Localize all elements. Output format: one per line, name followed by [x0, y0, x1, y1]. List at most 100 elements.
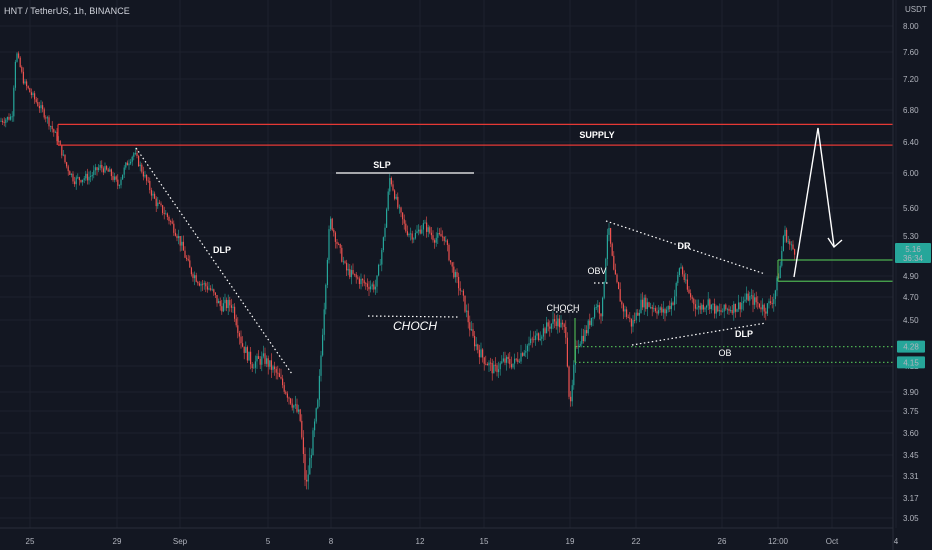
- candle-body: [38, 106, 40, 109]
- candle-body: [323, 309, 325, 335]
- candle-body: [358, 278, 360, 285]
- choch-upper-label: CHOCH: [547, 303, 580, 313]
- candle-body: [765, 311, 767, 314]
- candle-body: [134, 152, 136, 154]
- candle-body: [512, 363, 514, 368]
- candle-body: [410, 233, 412, 235]
- candle-body: [562, 322, 564, 325]
- candle-body: [555, 321, 557, 327]
- candle-body: [563, 324, 565, 327]
- candle-body: [280, 376, 282, 379]
- candle-body: [142, 171, 144, 177]
- candle-body: [86, 173, 88, 181]
- candle-body: [722, 311, 724, 313]
- candle-body: [741, 302, 743, 310]
- candle-body: [731, 310, 733, 314]
- candle-body: [274, 366, 276, 370]
- candle-body: [182, 241, 184, 251]
- candle-body: [77, 177, 79, 179]
- candle-body: [525, 351, 527, 353]
- candle-body: [328, 229, 330, 260]
- ob-high-badge: [897, 340, 925, 353]
- candle-body: [550, 323, 552, 329]
- candle-body: [421, 229, 423, 234]
- candle-body: [621, 301, 623, 305]
- ob-low-price: 4.15: [903, 358, 919, 367]
- dr-label: DR: [678, 241, 691, 251]
- candle-body: [322, 334, 324, 356]
- candle-body: [67, 166, 69, 172]
- candle-body: [91, 174, 93, 177]
- x-tick-label: Oct: [826, 537, 839, 546]
- candle-body: [11, 116, 13, 118]
- candle-body: [62, 154, 64, 156]
- candle-body: [720, 310, 722, 312]
- candle-body: [499, 363, 501, 370]
- candle-body: [762, 304, 764, 310]
- candle-body: [622, 304, 624, 312]
- candle-body: [573, 364, 575, 386]
- x-tick-label: 29: [113, 537, 122, 546]
- candle-body: [477, 344, 479, 350]
- candle-body: [197, 281, 199, 284]
- candle-body: [781, 250, 783, 266]
- candle-body: [397, 196, 399, 208]
- candle-body: [186, 257, 188, 260]
- candle-body: [547, 322, 549, 327]
- candle-body: [155, 198, 157, 207]
- projection-path: [793, 127, 835, 278]
- candle-body: [443, 236, 445, 242]
- candle-body: [237, 325, 239, 333]
- candle-body: [771, 303, 773, 304]
- candle-body: [211, 289, 213, 291]
- candle-body: [582, 335, 584, 342]
- candle-body: [782, 236, 784, 251]
- candle-body: [462, 290, 464, 296]
- candle-body: [682, 267, 684, 275]
- candle-body: [710, 304, 712, 310]
- candle-body: [616, 274, 618, 283]
- candle-body: [102, 168, 104, 173]
- candle-body: [747, 293, 749, 301]
- dlp-left-line: [135, 147, 293, 375]
- candle-body: [517, 359, 519, 362]
- candle-body: [523, 352, 525, 356]
- candle-body: [382, 237, 384, 251]
- candle-body: [43, 109, 45, 118]
- candle-body: [702, 304, 704, 310]
- supply-label: SUPPLY: [579, 130, 614, 140]
- candle-body: [789, 241, 791, 245]
- candle-body: [80, 180, 82, 183]
- candle-body: [630, 318, 632, 327]
- candle-body: [589, 320, 591, 326]
- candle-body: [269, 360, 271, 367]
- candle-body: [352, 270, 354, 274]
- candle-body: [661, 307, 663, 313]
- y-tick-label: 3.75: [903, 407, 919, 416]
- candle-body: [40, 105, 42, 109]
- ob-label: OB: [718, 348, 731, 358]
- y-tick-label: 3.31: [903, 472, 919, 481]
- candle-body: [214, 292, 216, 295]
- candle-body: [362, 279, 364, 281]
- candle-body: [294, 404, 296, 406]
- y-tick-label: 6.00: [903, 169, 919, 178]
- candle-body: [403, 219, 405, 224]
- candle-body: [206, 286, 208, 290]
- candle-body: [46, 117, 48, 119]
- candle-body: [229, 299, 231, 306]
- candle-body: [752, 295, 754, 305]
- candle-body: [704, 307, 706, 310]
- candle-body: [619, 289, 621, 302]
- candle-body: [584, 330, 586, 342]
- candle-body: [379, 264, 381, 266]
- candle-body: [240, 336, 242, 344]
- candle-body: [480, 349, 482, 358]
- candle-body: [395, 196, 397, 199]
- candle-body: [595, 307, 597, 308]
- candle-body: [235, 318, 237, 326]
- candle-body: [192, 274, 194, 279]
- candle-body: [299, 409, 301, 421]
- chart-title: HNT / TetherUS, 1h, BINANCE: [4, 6, 130, 16]
